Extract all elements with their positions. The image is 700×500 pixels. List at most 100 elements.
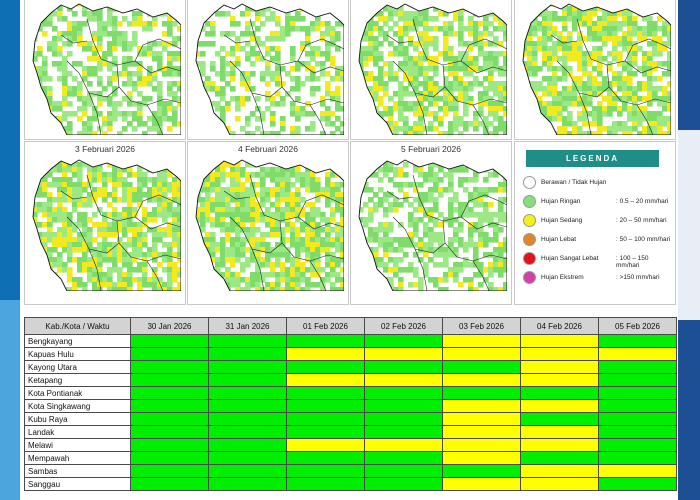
- rain-cell: [607, 51, 613, 57]
- rain-cell: [285, 202, 291, 208]
- rain-cell: [92, 222, 98, 228]
- rain-cell: [542, 51, 548, 57]
- rain-cell: [562, 11, 568, 17]
- rain-cell: [177, 26, 181, 32]
- rain-cell: [137, 202, 143, 208]
- rain-cell: [368, 207, 374, 213]
- rain-cell: [215, 167, 221, 173]
- rain-cell: [315, 177, 321, 183]
- rain-cell: [612, 106, 618, 112]
- rain-cell: [488, 56, 494, 62]
- rain-cell: [275, 36, 281, 42]
- rain-cell: [363, 182, 369, 188]
- rain-cell: [567, 46, 573, 52]
- rain-cell: [265, 257, 271, 263]
- rain-cell: [235, 101, 241, 107]
- rain-cell: [408, 212, 414, 218]
- rain-cell: [117, 111, 123, 117]
- rain-cell: [265, 197, 271, 203]
- rain-cell: [152, 242, 158, 248]
- rain-cell: [398, 86, 404, 92]
- rain-cell: [478, 202, 484, 208]
- rain-cell: [493, 172, 499, 178]
- rain-cell: [67, 197, 73, 203]
- rain-cell: [393, 46, 399, 52]
- rain-cell: [330, 91, 336, 97]
- rain-cell: [493, 116, 499, 122]
- rain-cell: [220, 11, 226, 17]
- rain-cell: [162, 287, 168, 291]
- rain-cell: [305, 177, 311, 183]
- rain-cell: [42, 121, 48, 127]
- rain-cell: [107, 11, 113, 17]
- rain-cell: [320, 227, 326, 233]
- rain-cell: [582, 4, 588, 7]
- rain-cell: [37, 207, 43, 213]
- rain-cell: [190, 262, 196, 268]
- rain-cell: [210, 26, 216, 32]
- map-date-6: 4 Februari 2026: [237, 144, 298, 154]
- rain-cell: [210, 101, 216, 107]
- rain-cell: [503, 106, 507, 112]
- rain-cell: [52, 26, 58, 32]
- rain-cell: [295, 217, 301, 223]
- rain-cell: [622, 76, 628, 82]
- rain-cell: [245, 121, 251, 127]
- rain-cell: [483, 126, 489, 132]
- rain-cell: [52, 207, 58, 213]
- rain-cell: [393, 287, 399, 291]
- rain-cell: [107, 247, 113, 253]
- rain-cell: [280, 237, 286, 243]
- rain-cell: [167, 56, 173, 62]
- rain-cell: [592, 81, 598, 87]
- rain-cell: [280, 66, 286, 72]
- forecast-cell: [364, 399, 443, 413]
- rain-cell: [220, 287, 226, 291]
- rain-cell: [190, 192, 196, 198]
- rain-cell: [403, 116, 409, 122]
- rain-cell: [305, 212, 311, 218]
- region-name: Kota Pontianak: [24, 386, 131, 400]
- rain-cell: [562, 46, 568, 52]
- rain-cell: [383, 36, 389, 42]
- rain-cell: [483, 252, 489, 258]
- rain-cell: [632, 26, 638, 32]
- rain-cell: [250, 61, 256, 67]
- rain-cell: [335, 192, 341, 198]
- rain-cell: [478, 227, 484, 233]
- rain-cell: [373, 252, 379, 258]
- rain-cell: [132, 187, 138, 193]
- rain-cell: [112, 287, 118, 291]
- rain-cell: [142, 217, 148, 223]
- rain-cell: [423, 247, 429, 253]
- rain-cell: [537, 6, 543, 12]
- rain-cell: [47, 4, 53, 7]
- rain-cell: [280, 167, 286, 173]
- rain-cell: [230, 160, 236, 163]
- rain-cell: [330, 182, 336, 188]
- rain-cell: [33, 277, 38, 283]
- rain-cell: [67, 167, 73, 173]
- rain-cell: [577, 31, 583, 37]
- rain-cell: [240, 287, 246, 291]
- rain-cell: [388, 242, 394, 248]
- rain-cell: [423, 222, 429, 228]
- rain-cell: [102, 277, 108, 283]
- rain-cell: [359, 106, 364, 112]
- rain-cell: [622, 131, 628, 135]
- rain-cell: [275, 71, 281, 77]
- rain-cell: [498, 96, 504, 102]
- rain-cell: [77, 262, 83, 268]
- rain-cell: [162, 232, 168, 238]
- rain-cell: [235, 202, 241, 208]
- rain-cell: [92, 160, 98, 163]
- rain-cell: [57, 66, 63, 72]
- rain-cell: [325, 197, 331, 203]
- rain-cell: [295, 277, 301, 283]
- rain-cell: [582, 21, 588, 27]
- rain-cell: [147, 76, 153, 82]
- rain-cell: [210, 207, 216, 213]
- rain-cell: [295, 202, 301, 208]
- rain-cell: [527, 111, 533, 117]
- rain-cell: [122, 232, 128, 238]
